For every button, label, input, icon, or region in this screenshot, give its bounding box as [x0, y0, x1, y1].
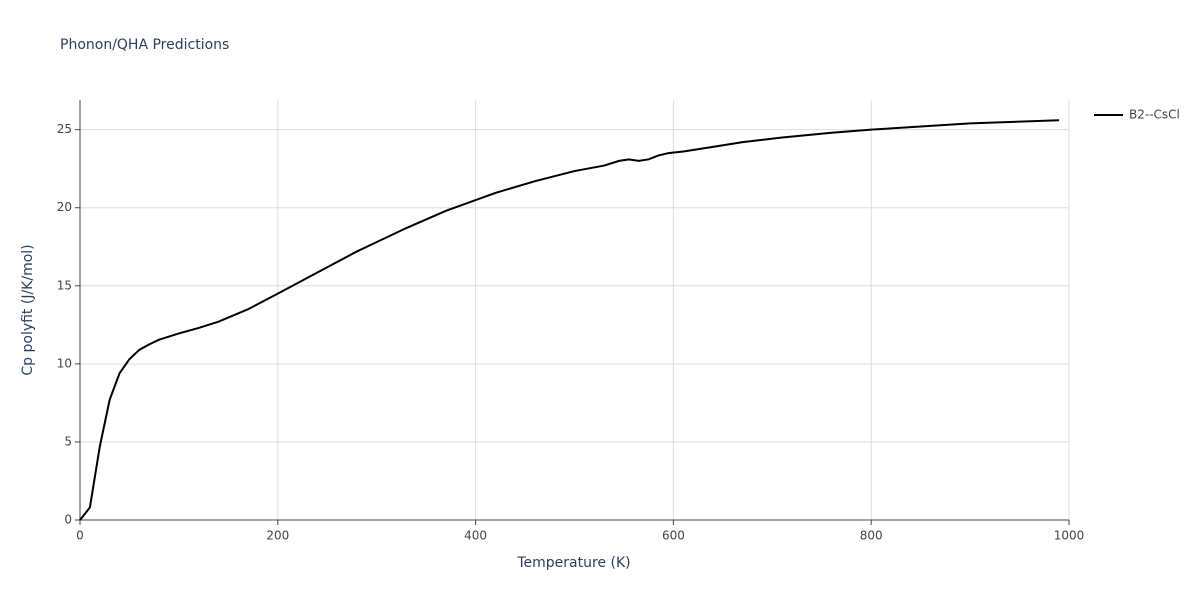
x-tick-label: 800	[860, 529, 883, 543]
x-tick-label: 0	[76, 529, 84, 543]
x-tick-label: 1000	[1054, 529, 1085, 543]
x-tick-label: 600	[662, 529, 685, 543]
x-axis-title: Temperature (K)	[516, 555, 630, 571]
y-tick-label: 5	[64, 434, 72, 448]
data-line	[79, 119, 1060, 521]
legend-label: B2--CsCl	[1129, 108, 1180, 122]
y-tick-label: 20	[57, 200, 72, 214]
chart-title: Phonon/QHA Predictions	[60, 37, 229, 53]
y-axis-title: Cp polyfit (J/K/mol)	[20, 244, 36, 375]
y-tick-label: 10	[57, 356, 72, 370]
y-tick-label: 0	[64, 513, 72, 527]
y-tick-label: 15	[57, 278, 72, 292]
x-tick-label: 400	[464, 529, 487, 543]
x-tick-label: 200	[266, 529, 289, 543]
y-tick-label: 25	[57, 122, 72, 136]
